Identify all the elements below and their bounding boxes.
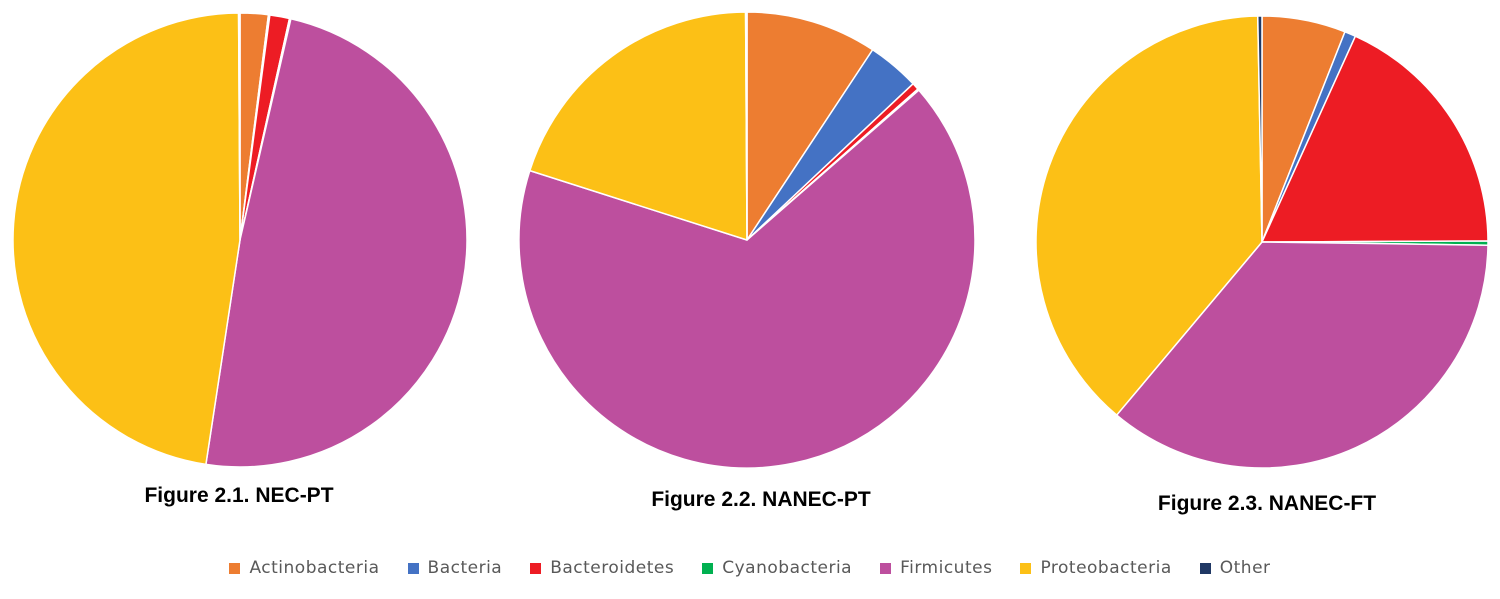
legend-item-cyanobacteria: Cyanobacteria <box>702 558 852 578</box>
pie-slice-firmicutes <box>1115 241 1489 469</box>
legend-label: Bacteroidetes <box>550 558 675 578</box>
legend-item-bacteroidetes: Bacteroidetes <box>530 558 674 578</box>
pie-chart-nanec-ft <box>1035 15 1489 469</box>
legend-swatch <box>1199 562 1211 574</box>
chart-title-nanec-ft: Figure 2.3. NANEC-FT <box>1158 492 1376 515</box>
pie-slice-proteobacteria <box>1035 15 1263 416</box>
pie-slice-proteobacteria <box>12 12 241 466</box>
legend-label: Firmicutes <box>900 558 993 578</box>
pie-slice-actinobacteria <box>746 11 874 241</box>
pie-chart-nanec-pt <box>518 11 976 469</box>
pie-slice-firmicutes <box>205 18 468 468</box>
legend-item-bacteria: Bacteria <box>407 558 503 578</box>
legend-swatch <box>1020 562 1032 574</box>
pie-slice-proteobacteria <box>529 11 748 241</box>
pie-slice-other <box>237 12 241 241</box>
legend-swatch <box>880 562 892 574</box>
legend-label: Other <box>1219 558 1271 578</box>
legend-label: Actinobacteria <box>249 558 380 578</box>
legend-item-other: Other <box>1199 558 1271 578</box>
legend-label: Proteobacteria <box>1040 558 1172 578</box>
legend-swatch <box>702 562 714 574</box>
legend-item-firmicutes: Firmicutes <box>880 558 992 578</box>
legend-item-proteobacteria: Proteobacteria <box>1020 558 1171 578</box>
legend: Actinobacteria Bacteria Bacteroidetes Cy… <box>0 558 1500 578</box>
chart-title-nanec-pt: Figure 2.2. NANEC-PT <box>651 488 871 511</box>
legend-swatch <box>530 562 542 574</box>
legend-label: Bacteria <box>427 558 503 578</box>
pie-slice-bacteroidetes <box>1261 35 1489 243</box>
pie-slice-firmicutes <box>518 89 976 469</box>
chart-title-nec-pt: Figure 2.1. NEC-PT <box>144 484 333 507</box>
pie-slice-other <box>1257 15 1263 243</box>
legend-label: Cyanobacteria <box>722 558 853 578</box>
pie-chart-nec-pt <box>12 12 468 468</box>
legend-swatch <box>229 562 241 574</box>
legend-swatch <box>407 562 419 574</box>
legend-item-actinobacteria: Actinobacteria <box>229 558 379 578</box>
pie-slice-other <box>744 11 748 241</box>
